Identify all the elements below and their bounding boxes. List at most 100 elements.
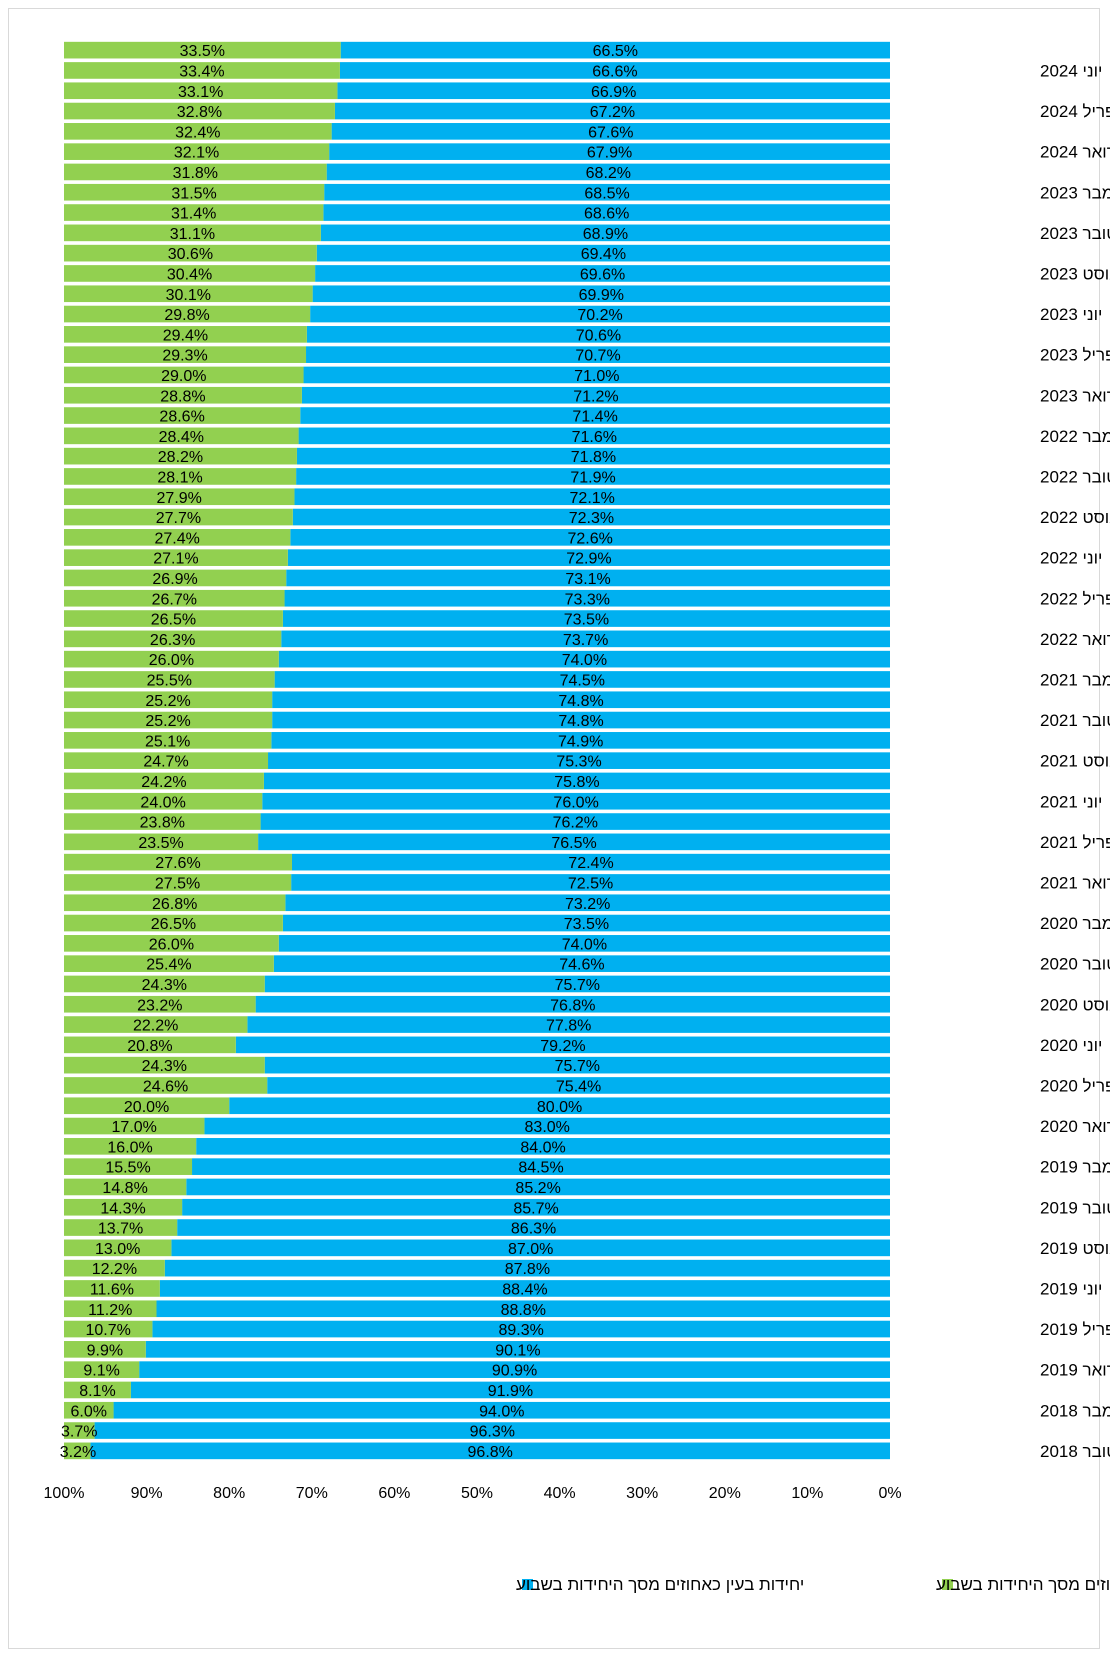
- bar-inkind-53: [204, 1117, 891, 1135]
- bar-inkind-33: [272, 711, 891, 729]
- x-tick-label-4: 40%: [544, 1485, 576, 1502]
- bar-cash-69: [64, 1442, 91, 1460]
- data-label-inkind-12: 69.9%: [579, 287, 624, 304]
- bar-cash-29: [64, 630, 282, 648]
- data-label-cash-62: 11.2%: [88, 1302, 132, 1319]
- category-label-13: יוני 2023: [1040, 305, 1102, 324]
- category-label-17: פברואר 2023: [1040, 386, 1110, 405]
- data-label-cash-34: 25.1%: [145, 733, 190, 750]
- data-label-inkind-57: 85.7%: [513, 1200, 558, 1217]
- bar-cash-65: [64, 1361, 140, 1378]
- bar-inkind-46: [264, 975, 890, 993]
- bar-cash-35: [64, 752, 269, 769]
- bar-cash-66: [64, 1381, 131, 1399]
- bar-inkind-11: [315, 265, 890, 282]
- category-label-53: פברואר 2020: [1040, 1117, 1110, 1136]
- bar-inkind-59: [171, 1239, 890, 1257]
- bar-cash-0: [64, 41, 341, 59]
- bar-cash-30: [64, 650, 279, 668]
- bar-cash-45: [64, 955, 274, 972]
- bar-inkind-26: [286, 569, 891, 587]
- bar-cash-19: [64, 427, 299, 445]
- data-label-cash-31: 25.5%: [147, 672, 192, 689]
- data-label-inkind-9: 68.9%: [583, 226, 628, 243]
- data-label-inkind-48: 77.8%: [546, 1018, 591, 1035]
- data-label-cash-61: 11.6%: [90, 1281, 134, 1298]
- data-label-cash-21: 28.1%: [157, 469, 202, 486]
- bar-inkind-62: [156, 1300, 891, 1318]
- data-label-inkind-17: 71.2%: [573, 388, 618, 405]
- bar-inkind-48: [247, 1016, 890, 1033]
- bar-cash-49: [64, 1036, 236, 1054]
- bar-inkind-42: [285, 894, 890, 912]
- bar-inkind-29: [281, 630, 890, 648]
- data-label-inkind-21: 71.9%: [570, 469, 615, 486]
- bar-cash-46: [64, 975, 265, 993]
- bar-inkind-63: [152, 1320, 890, 1338]
- bar-cash-51: [64, 1077, 268, 1094]
- bar-inkind-1: [339, 62, 890, 79]
- bar-inkind-44: [278, 935, 890, 952]
- bar-cash-33: [64, 711, 273, 729]
- bar-inkind-22: [294, 488, 891, 506]
- bar-cash-67: [64, 1401, 114, 1419]
- bar-inkind-51: [267, 1077, 890, 1094]
- category-label-55: דצמבר 2019: [1040, 1158, 1110, 1177]
- data-label-cash-8: 31.4%: [171, 206, 216, 223]
- data-label-inkind-0: 66.5%: [593, 43, 638, 60]
- category-label-9: אוקטובר 2023: [1040, 224, 1110, 243]
- bar-inkind-9: [320, 224, 890, 242]
- data-label-cash-1: 33.4%: [179, 63, 224, 80]
- data-label-inkind-62: 88.8%: [501, 1302, 546, 1319]
- data-label-inkind-10: 69.4%: [581, 246, 626, 263]
- bar-cash-38: [64, 813, 261, 830]
- data-label-cash-54: 16.0%: [107, 1139, 152, 1156]
- category-label-31: דצמבר 2021: [1040, 670, 1110, 689]
- bar-inkind-31: [274, 671, 890, 688]
- data-label-inkind-19: 71.6%: [572, 429, 617, 446]
- bar-cash-44: [64, 935, 279, 952]
- x-tick-label-5: 50%: [461, 1485, 493, 1502]
- data-label-inkind-20: 71.8%: [571, 449, 616, 466]
- data-label-inkind-37: 76.0%: [553, 794, 598, 811]
- bar-inkind-32: [272, 691, 891, 709]
- bar-cash-9: [64, 224, 321, 242]
- data-label-inkind-2: 66.9%: [591, 84, 636, 101]
- data-label-inkind-58: 86.3%: [511, 1221, 556, 1238]
- category-label-43: דצמבר 2020: [1040, 914, 1110, 933]
- data-label-inkind-41: 72.5%: [568, 875, 613, 892]
- data-label-cash-57: 14.3%: [100, 1200, 145, 1217]
- category-label-65: פברואר 2019: [1040, 1361, 1110, 1380]
- category-label-59: אוגוסט 2019: [1040, 1239, 1110, 1258]
- x-tick-label-9: 90%: [131, 1485, 163, 1502]
- bar-inkind-49: [235, 1036, 891, 1054]
- data-label-cash-23: 27.7%: [156, 510, 201, 527]
- bar-inkind-67: [113, 1401, 890, 1419]
- data-label-cash-67: 6.0%: [71, 1403, 107, 1420]
- bar-inkind-60: [164, 1259, 891, 1277]
- data-label-inkind-42: 73.2%: [565, 896, 610, 913]
- bar-inkind-41: [291, 874, 890, 891]
- data-label-cash-43: 26.5%: [151, 916, 196, 933]
- data-label-inkind-44: 74.0%: [562, 936, 607, 953]
- bar-inkind-64: [145, 1341, 891, 1358]
- data-label-inkind-52: 80.0%: [537, 1099, 582, 1116]
- bar-cash-40: [64, 853, 292, 871]
- bar-cash-1: [64, 62, 340, 79]
- category-label-25: יוני 2022: [1040, 549, 1102, 568]
- data-label-cash-48: 22.2%: [133, 1018, 178, 1035]
- category-label-29: פברואר 2022: [1040, 630, 1110, 649]
- bar-cash-54: [64, 1138, 197, 1155]
- bar-inkind-6: [326, 163, 891, 181]
- bar-cash-15: [64, 346, 307, 363]
- bar-cash-11: [64, 265, 316, 282]
- data-label-cash-12: 30.1%: [166, 287, 211, 304]
- data-label-inkind-32: 74.8%: [558, 693, 603, 710]
- data-label-cash-40: 27.6%: [155, 855, 200, 872]
- data-label-inkind-60: 87.8%: [505, 1261, 550, 1278]
- data-label-cash-38: 23.8%: [140, 815, 185, 832]
- data-label-cash-68: 3.7%: [61, 1424, 97, 1441]
- data-label-inkind-49: 79.2%: [540, 1038, 585, 1055]
- data-label-inkind-50: 75.7%: [555, 1058, 600, 1075]
- x-tick-label-2: 20%: [709, 1485, 741, 1502]
